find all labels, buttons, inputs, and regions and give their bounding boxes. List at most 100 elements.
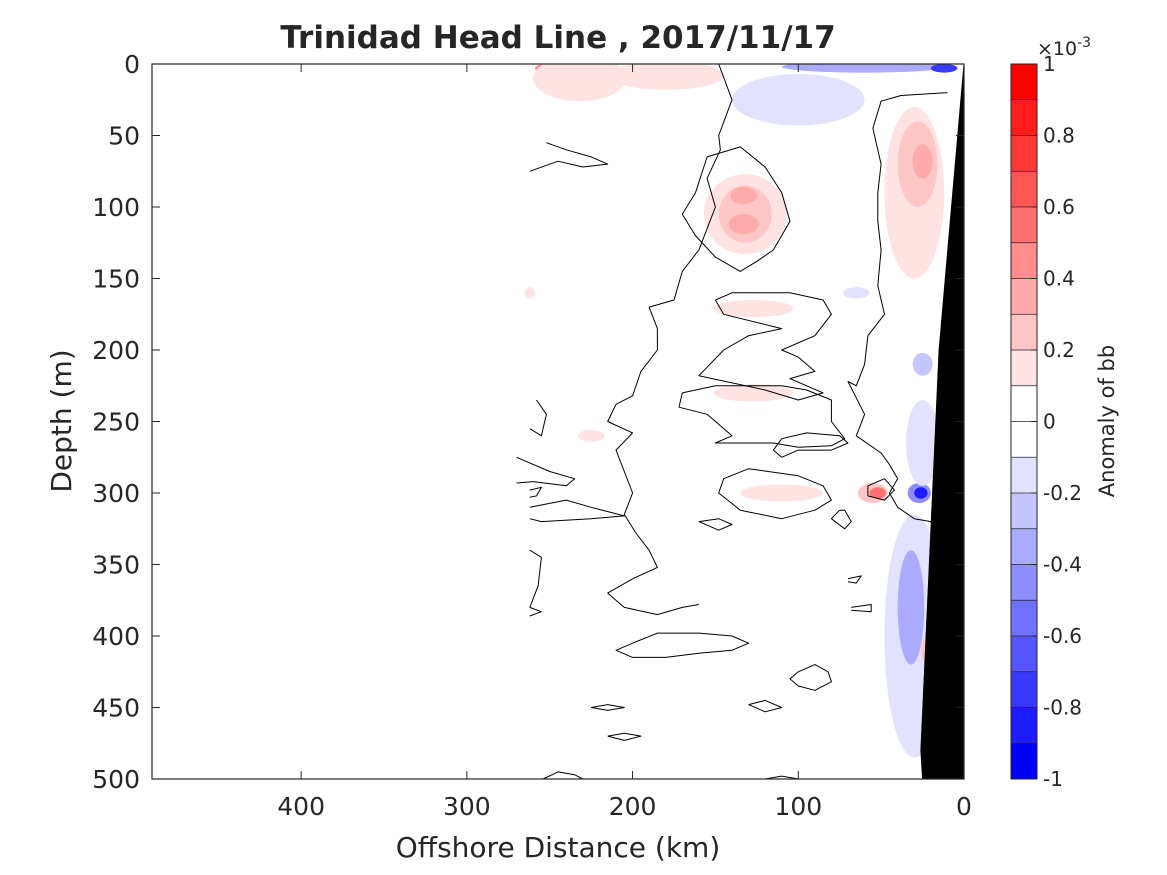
colorbar-exponent-prefix: ×10 (1037, 38, 1077, 60)
anomaly-patch (897, 550, 925, 665)
zero-contour-layer (516, 64, 948, 779)
colorbar-tick-label: -0.2 (1043, 481, 1082, 505)
plot-background (152, 64, 964, 779)
colorbar-level-block (1011, 385, 1037, 422)
anomaly-patch (713, 299, 794, 318)
zero-contour-line (678, 385, 846, 448)
zero-contour-line (607, 64, 733, 616)
anomaly-patch (930, 64, 958, 73)
colorbar-level-block (1011, 350, 1037, 387)
colorbar-levels (1011, 63, 1037, 780)
anomaly-patch (781, 64, 948, 73)
x-axis-label: Offshore Distance (km) (396, 831, 721, 864)
colorbar-tick-label: -0.8 (1043, 696, 1082, 720)
zero-contour-line (718, 468, 832, 520)
zero-contour-line (867, 478, 895, 501)
y-tick-label: 50 (108, 122, 140, 151)
y-tick-label: 0 (124, 50, 140, 79)
anomaly-patch (730, 186, 757, 205)
y-tick-label: 450 (92, 694, 140, 723)
colorbar-level-block (1011, 671, 1037, 708)
zero-contour-line (772, 432, 849, 458)
zero-contour-line (591, 704, 625, 711)
colorbar-level-block (1011, 707, 1037, 744)
seafloor-bathymetry (920, 64, 964, 779)
x-axis: 400 300 200 100 0 (277, 64, 972, 821)
zero-contour-line (851, 604, 872, 613)
zero-contour-line (529, 606, 542, 617)
anomaly-patch (843, 287, 870, 299)
zero-contour-line (529, 486, 542, 498)
colorbar-level-block (1011, 600, 1037, 637)
colorbar-level-block (1011, 564, 1037, 601)
zero-contour-line (681, 146, 791, 272)
zero-contour-line (789, 664, 832, 691)
colorbar-level-block (1011, 171, 1037, 208)
zero-contour-line (765, 775, 799, 779)
colorbar: 1 0.8 0.6 0.4 0.2 0 -0.2 -0.4 -0.6 -0.8 -1 ×10-3 A… (1010, 35, 1119, 791)
zero-contour-line (748, 699, 783, 713)
y-axis: 0 50 100 150 200 250 300 350 400 450 500 (92, 50, 964, 794)
colorbar-level-block (1011, 242, 1037, 279)
zero-contour-line (607, 732, 642, 741)
colorbar-tick-label: -0.4 (1043, 553, 1082, 577)
anomaly-patch (524, 287, 535, 299)
anomaly-patch (732, 74, 865, 126)
zero-contour-line (542, 771, 584, 779)
anomaly-patch (912, 352, 933, 376)
colorbar-tick-label: 0.8 (1043, 124, 1075, 148)
y-tick-label: 400 (92, 622, 140, 651)
colorbar-level-block (1011, 64, 1037, 101)
anomaly-patch (912, 144, 933, 179)
zero-contour-line (698, 518, 733, 531)
colorbar-tick-label: -0.6 (1043, 624, 1082, 648)
y-tick-label: 500 (92, 765, 140, 794)
zero-contour-line (698, 292, 832, 401)
colorbar-tick-label: 0 (1043, 410, 1056, 434)
zero-contour-line (516, 456, 576, 487)
colorbar-tick-label: 1 (1043, 52, 1056, 76)
y-tick-label: 100 (92, 193, 140, 222)
colorbar-level-block (1011, 457, 1037, 494)
zero-contour-line (615, 632, 750, 658)
zero-contour-line (529, 399, 547, 437)
zero-contour-line (830, 509, 852, 530)
colorbar-ticks: 1 0.8 0.6 0.4 0.2 0 -0.2 -0.4 -0.6 -0.8 -1 (1031, 52, 1082, 791)
colorbar-level-block (1011, 99, 1037, 136)
colorbar-exponent-power: -3 (1077, 35, 1091, 51)
zero-contour-line (529, 499, 625, 523)
anomaly-patch (728, 214, 759, 235)
x-tick-label: 400 (277, 792, 325, 821)
zero-contour-line (529, 142, 609, 172)
colorbar-exponent: ×10-3 (1037, 35, 1091, 60)
colorbar-level-block (1011, 278, 1037, 315)
anomaly-patch (914, 487, 928, 499)
colorbar-tick-label: 0.2 (1043, 338, 1075, 362)
plot-area (151, 63, 965, 780)
anomaly-patch (533, 64, 626, 102)
colorbar-level-block (1011, 743, 1037, 780)
colorbar-level-block (1011, 314, 1037, 351)
x-tick-label: 200 (609, 792, 657, 821)
y-tick-label: 200 (92, 336, 140, 365)
anomaly-patch (869, 487, 887, 499)
bathymetry-layer (920, 64, 964, 779)
zero-contour-line (847, 575, 862, 584)
y-tick-label: 250 (92, 408, 140, 437)
colorbar-level-block (1011, 493, 1037, 530)
y-tick-label: 150 (92, 265, 140, 294)
zero-contour-line (529, 549, 542, 608)
colorbar-label: Anomaly of bb (1095, 345, 1119, 497)
anomaly-patch (906, 400, 940, 486)
y-tick-label: 350 (92, 551, 140, 580)
y-tick-label: 300 (92, 479, 140, 508)
anomaly-patch (607, 64, 724, 90)
chart-title: Trinidad Head Line , 2017/11/17 (280, 20, 835, 56)
colorbar-level-block (1011, 636, 1037, 673)
colorbar-level-block (1011, 421, 1037, 458)
x-tick-label: 300 (443, 792, 491, 821)
colorbar-tick-label: 0.6 (1043, 195, 1075, 219)
anomaly-patch (577, 430, 605, 442)
colorbar-level-block (1011, 528, 1037, 565)
